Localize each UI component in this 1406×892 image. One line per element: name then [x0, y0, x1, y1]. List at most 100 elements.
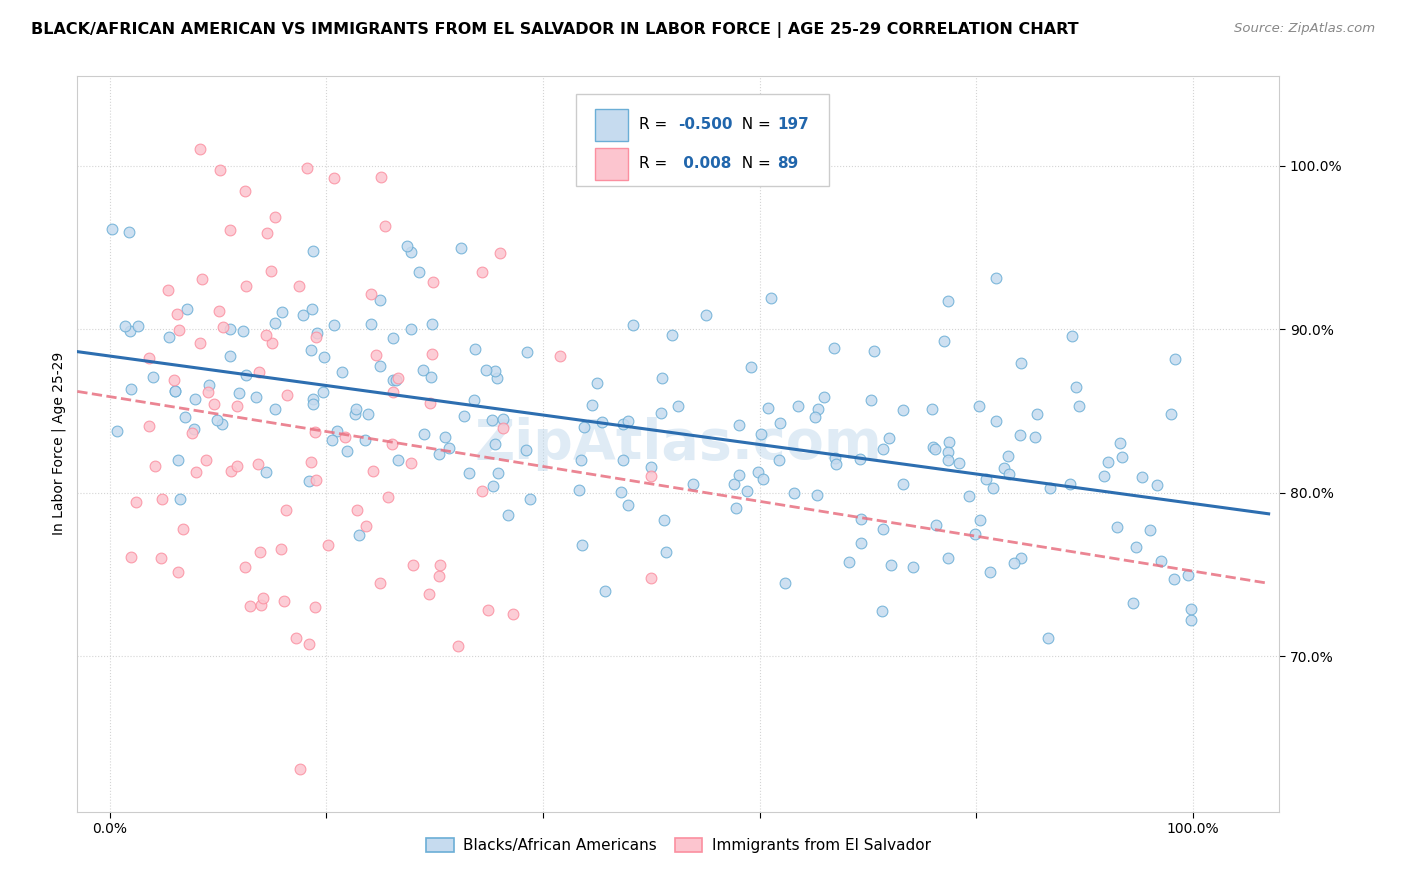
Point — [1149, 554, 1171, 568]
Point — [347, 528, 370, 542]
Point — [346, 502, 368, 516]
Point — [366, 348, 388, 362]
Point — [1036, 631, 1059, 645]
Point — [477, 603, 499, 617]
Point — [208, 303, 231, 318]
Point — [485, 371, 508, 385]
Point — [1010, 428, 1032, 442]
Point — [159, 329, 181, 343]
Point — [936, 550, 959, 565]
Point — [804, 409, 827, 424]
Point — [825, 457, 848, 471]
Point — [621, 318, 644, 332]
Point — [208, 163, 231, 178]
Point — [447, 639, 470, 653]
Point — [997, 449, 1019, 463]
Point — [232, 325, 254, 339]
Point — [1062, 328, 1084, 343]
Point — [851, 512, 873, 526]
Point — [336, 443, 359, 458]
Point — [1002, 556, 1025, 570]
Y-axis label: In Labor Force | Age 25-29: In Labor Force | Age 25-29 — [52, 352, 66, 535]
Point — [330, 365, 353, 379]
Point — [399, 456, 422, 470]
Point — [381, 384, 404, 399]
Point — [936, 453, 959, 467]
Point — [169, 491, 191, 506]
Point — [924, 442, 946, 456]
Point — [299, 343, 322, 358]
Point — [752, 472, 775, 486]
Point — [360, 318, 382, 332]
Point — [1125, 540, 1147, 554]
Point — [1024, 430, 1046, 444]
Point — [458, 466, 481, 480]
Point — [948, 456, 970, 470]
Point — [569, 453, 592, 467]
Point — [288, 279, 311, 293]
Point — [120, 549, 142, 564]
Point — [254, 327, 277, 342]
Point — [471, 483, 494, 498]
Point — [316, 537, 339, 551]
Point — [1163, 572, 1185, 586]
Point — [1064, 380, 1087, 394]
Point — [695, 308, 717, 322]
Point — [262, 335, 284, 350]
Point — [233, 560, 256, 574]
Point — [872, 442, 894, 457]
Point — [125, 495, 148, 509]
Point — [298, 474, 321, 488]
Point — [271, 304, 294, 318]
Point — [1059, 477, 1081, 491]
Point — [118, 324, 141, 338]
Point — [274, 503, 297, 517]
Point — [323, 171, 346, 186]
Point — [250, 598, 273, 612]
Point — [419, 396, 441, 410]
Point — [301, 392, 323, 407]
Point — [617, 414, 640, 428]
Text: 197: 197 — [778, 118, 808, 133]
Point — [254, 465, 277, 479]
Point — [301, 244, 323, 258]
Point — [1097, 455, 1119, 469]
FancyBboxPatch shape — [596, 109, 628, 141]
Point — [515, 442, 537, 457]
Point — [183, 422, 205, 436]
Point — [219, 349, 242, 363]
Point — [105, 424, 128, 438]
Point — [118, 225, 141, 239]
Point — [1180, 613, 1202, 627]
Point — [481, 413, 503, 427]
Point — [969, 513, 991, 527]
Point — [612, 453, 634, 467]
Point — [412, 363, 434, 377]
Point — [270, 542, 292, 557]
Point — [969, 400, 991, 414]
Legend: Blacks/African Americans, Immigrants from El Salvador: Blacks/African Americans, Immigrants fro… — [420, 831, 936, 859]
Point — [305, 329, 328, 343]
Point — [891, 403, 914, 417]
Point — [434, 430, 457, 444]
Point — [357, 407, 380, 421]
Point — [492, 412, 515, 426]
Point — [239, 599, 262, 614]
Point — [823, 341, 845, 355]
Point — [806, 488, 828, 502]
Point — [191, 272, 214, 286]
Point — [727, 418, 749, 433]
Point — [1111, 450, 1133, 464]
Point — [145, 458, 167, 473]
Point — [247, 365, 270, 379]
Point — [245, 390, 267, 404]
Point — [188, 142, 211, 157]
Point — [377, 490, 399, 504]
Point — [516, 345, 538, 359]
Point — [142, 370, 165, 384]
Point — [502, 607, 524, 621]
Text: 0.008: 0.008 — [679, 156, 731, 171]
Point — [450, 241, 472, 255]
Point — [408, 265, 430, 279]
Point — [489, 246, 512, 260]
